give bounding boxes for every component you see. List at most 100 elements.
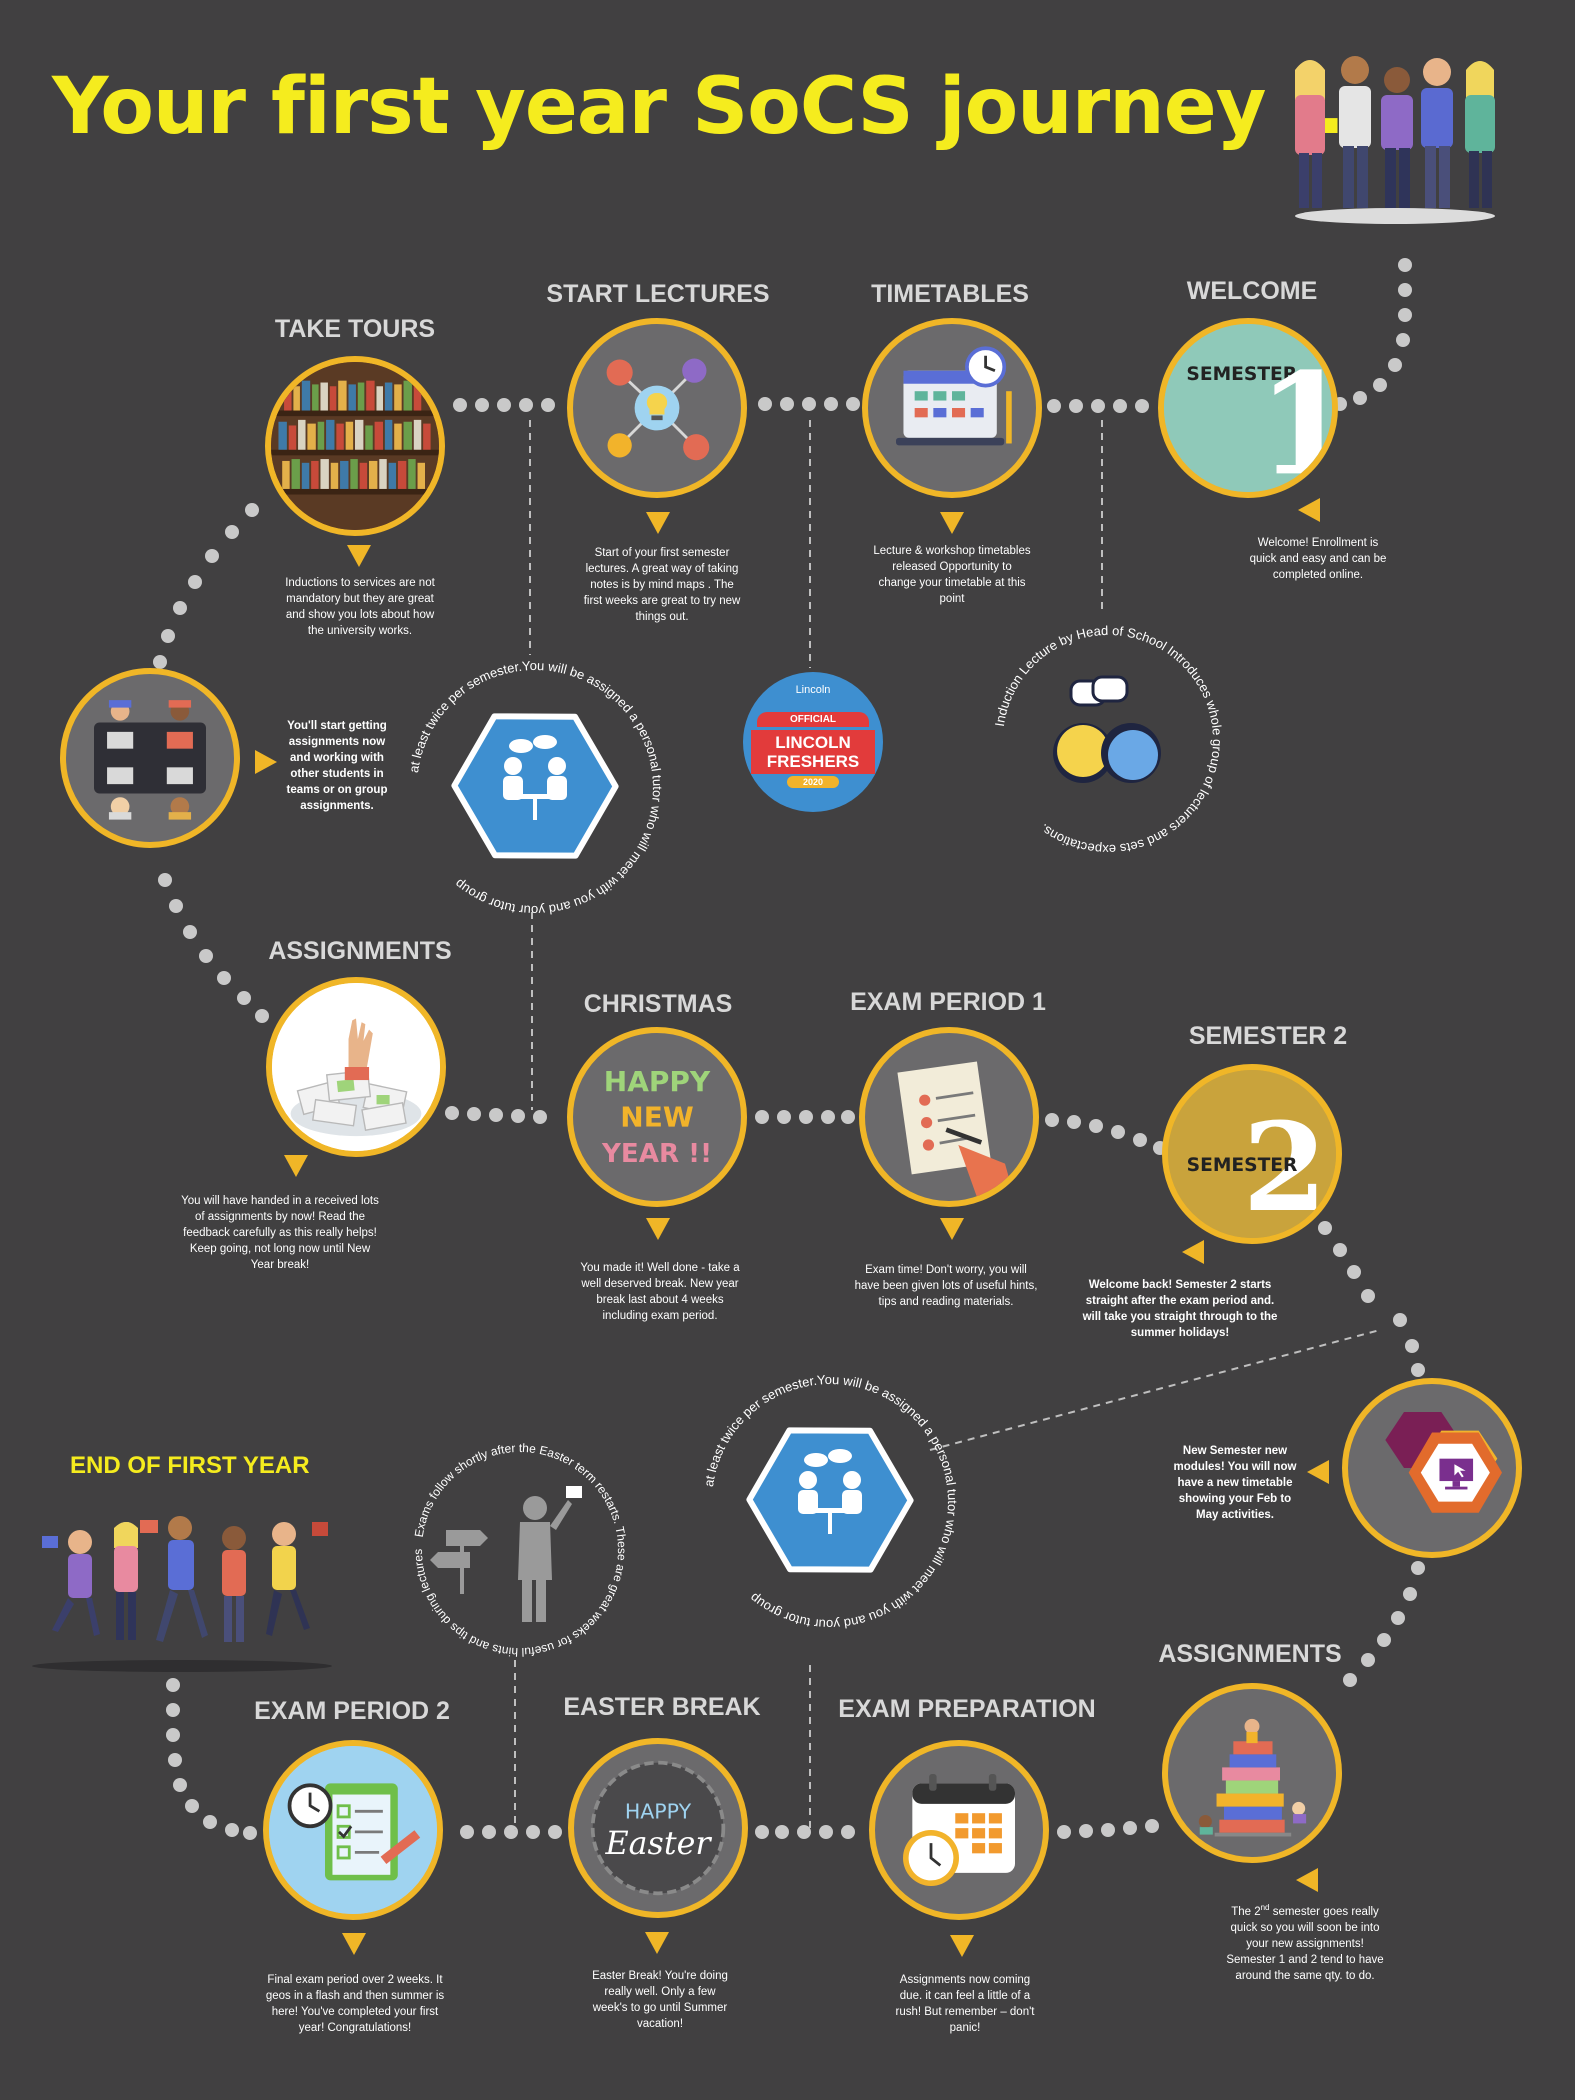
freshers-lincoln: Lincoln [795,684,831,696]
christmas-desc: You made it! Well done - take a well des… [580,1262,740,1322]
hny-line-1: HAPPY [604,1065,711,1098]
tutor-meeting-icon-2 [798,1449,862,1534]
easter-happy-text: HAPPY [625,1800,692,1824]
assignments-2-desc-post: semester goes really quick so you will s… [1226,1905,1384,1982]
freshers-badge: Lincoln OFFICIAL LINCOLN FRESHERS 2020 [743,672,883,812]
welcome-pointer [1298,498,1320,522]
exam-2-node [263,1740,443,1920]
timetables-node [862,318,1042,498]
new-modules-pointer [1307,1460,1329,1484]
semester-1-icon: SEMESTER 1 [1164,324,1332,492]
exam-1-desc: Exam time! Don't worry, you will have be… [854,1264,1038,1308]
exam-prep-pointer [950,1935,974,1957]
semester-2-pointer [1182,1240,1204,1264]
exam-prep-desc: Assignments now coming due. it can feel … [895,1974,1035,2034]
computer-modules-icon [1385,1412,1502,1513]
freshers-year: 2020 [787,776,839,788]
freshers-title: LINCOLN FRESHERS [751,730,875,774]
easter-node: HAPPY Easter [568,1738,748,1918]
assignments-1-pointer [284,1155,308,1177]
christmas-label: CHRISTMAS [583,990,733,1018]
start-lectures-pointer [646,512,670,534]
semester-2-text: SEMESTER [1187,1155,1298,1176]
mind-map-icon [606,358,710,461]
group-work-node [60,668,240,848]
easter-word-text: Easter [604,1826,712,1862]
semester-2-label: SEMESTER 2 [1188,1022,1348,1050]
happy-new-year-icon: HAPPY NEW YEAR !! [601,1065,712,1169]
timetables-pointer [940,512,964,534]
assignments-1-desc: You will have handed in a received lots … [181,1195,379,1271]
easter-pointer [645,1932,669,1954]
exam-clipboard-icon [269,1746,437,1914]
assignments-2-desc-pre: The 2 [1231,1905,1261,1918]
easter-desc: Easter Break! You're doing really well. … [592,1970,728,2030]
assignments-2-desc-sup: nd [1260,1903,1270,1912]
bookshelf-icon [271,362,439,530]
happy-easter-icon: HAPPY Easter [590,1760,726,1896]
svg-text:Exams follow shortly after the: Exams follow shortly after the Easter te… [400,1430,629,1659]
hny-line-3: YEAR !! [601,1139,712,1169]
exam-2-label: EXAM PERIOD 2 [254,1697,450,1725]
semester-1-text: SEMESTER [1186,364,1297,385]
paper-pile-icon [272,983,440,1151]
exam-1-pointer [940,1218,964,1240]
tutor-ring-2: at least twice per semester.You will be … [701,1372,960,1632]
start-lectures-desc: Start of your first semester lectures. A… [583,547,741,623]
exams-ring: Exams follow shortly after the Easter te… [400,1430,629,1659]
semester-2-number: 2 [1243,1096,1327,1238]
new-modules-desc: New Semester new modules! You will now h… [1173,1445,1297,1521]
semester-1-number: 1 [1257,343,1332,492]
tutor-meeting-icon-1 [503,735,567,820]
hny-line-2: NEW [620,1100,694,1133]
assignments-2-desc: The 2nd semester goes really quick so yo… [1220,1900,1390,1984]
tutor-ring-1: at least twice per semester.You will be … [406,658,665,918]
exam-2-desc: Final exam period over 2 weeks. It geos … [265,1974,445,2034]
signpost-icon [430,1486,582,1622]
timetables-label: TIMETABLES [871,280,1029,308]
welcome-node: SEMESTER 1 [1158,318,1338,498]
start-lectures-label: START LECTURES [546,280,770,308]
calendar-clock-icon [903,1774,1015,1886]
page-title: Your first year SoCS journey … [52,62,1370,152]
assignments-1-label: ASSIGNMENTS [268,937,452,965]
assignments-2-pointer [1296,1868,1318,1892]
christmas-pointer [646,1218,670,1240]
students-illustration [1295,56,1495,224]
semester-2-desc: Welcome back! Semester 2 starts straight… [1082,1279,1278,1339]
book-stack-icon [1198,1718,1307,1837]
assignments-1-node [266,977,446,1157]
exam-checklist-icon [897,1061,1015,1198]
welcome-desc: Welcome! Enrollment is quick and easy an… [1249,537,1387,581]
take-tours-label: TAKE TOURS [274,315,436,343]
timetables-desc: Lecture & workshop timetables released O… [873,545,1031,605]
take-tours-pointer [347,545,371,567]
welcome-label: WELCOME [1186,277,1318,305]
christmas-node: HAPPY NEW YEAR !! [567,1027,747,1207]
semester-2-node: 2 SEMESTER [1162,1064,1342,1244]
exam-prep-label: EXAM PREPARATION [838,1695,1096,1723]
group-work-pointer [255,750,277,774]
tutor-hexagon-2 [746,1427,914,1573]
group-work-desc: You'll start getting assignments now and… [286,720,388,812]
exams-ring-text: Exams follow shortly after the Easter te… [400,1430,629,1659]
assignments-2-node [1162,1683,1342,1863]
semester-2-icon: 2 SEMESTER [1168,1070,1336,1238]
chat-faces-icon [1053,675,1161,783]
exam-1-node [859,1027,1039,1207]
take-tours-node [265,356,445,536]
timetable-icon [896,346,1012,446]
start-lectures-node [567,318,747,498]
exam-prep-node [869,1740,1049,1920]
exam-1-label: EXAM PERIOD 1 [850,988,1046,1016]
tutor-hexagon-1 [451,713,619,859]
celebrating-students-illustration [32,1516,332,1672]
exam-2-pointer [342,1933,366,1955]
end-of-first-year-label: END OF FIRST YEAR [70,1452,310,1479]
new-modules-node [1342,1378,1522,1558]
easter-label: EASTER BREAK [563,1693,761,1721]
teamwork-table-icon [94,700,206,820]
induction-ring: Induction Lecture by Head of School Intr… [992,623,1225,857]
